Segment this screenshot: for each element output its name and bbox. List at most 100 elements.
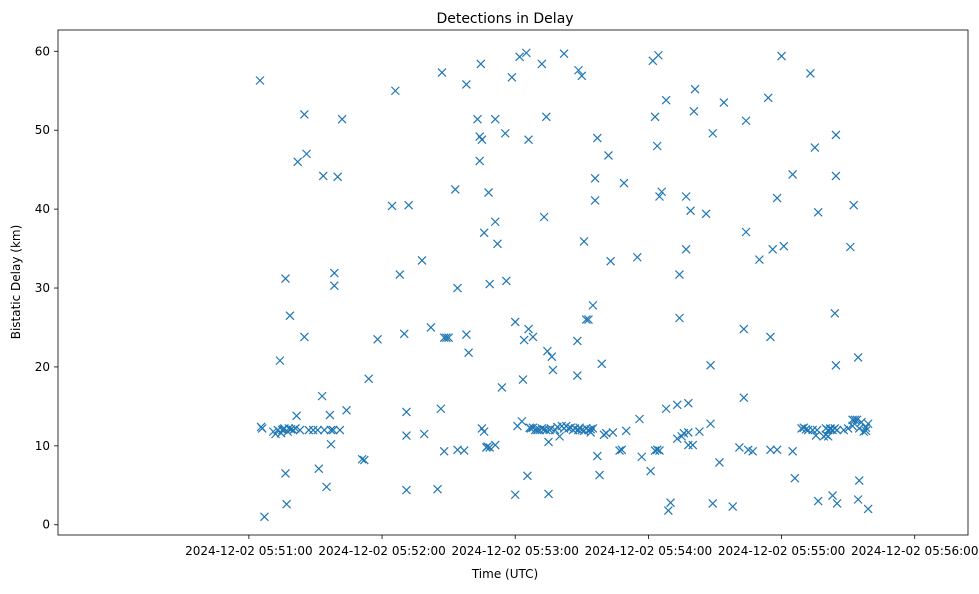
data-point-marker [857, 417, 866, 427]
data-point-marker [672, 400, 682, 410]
data-point-marker [528, 332, 538, 342]
data-point-marker [572, 371, 582, 381]
data-point-marker [295, 425, 305, 435]
data-point-marker [399, 329, 409, 339]
data-point-marker [572, 336, 582, 346]
data-point-marker [402, 407, 411, 417]
data-point-marker [810, 143, 820, 152]
data-point-marker [845, 242, 855, 252]
data-point-marker [675, 270, 684, 280]
data-point-marker [524, 324, 533, 334]
data-point-marker [663, 506, 673, 515]
data-point-marker [555, 431, 565, 441]
data-point-marker [548, 365, 558, 375]
data-point-marker [650, 112, 660, 122]
data-point-marker [333, 172, 343, 182]
data-point-marker [854, 476, 864, 485]
data-point-marker [519, 335, 529, 345]
data-point-marker [813, 496, 823, 506]
data-point-marker [325, 410, 335, 420]
data-point-marker [852, 415, 862, 425]
data-point-marker [329, 281, 339, 291]
data-point-marker [831, 171, 841, 181]
data-point-marker [863, 419, 873, 429]
data-point-marker [390, 86, 400, 96]
data-point-marker [574, 65, 583, 75]
data-point-marker [788, 169, 798, 179]
data-point-marker [373, 334, 383, 344]
data-point-marker [541, 112, 551, 122]
data-point-marker [661, 95, 671, 105]
data-point-marker [683, 398, 693, 408]
data-point-marker [292, 411, 302, 421]
data-point-marker [326, 439, 336, 449]
data-point-marker [657, 187, 667, 197]
data-point-marker [473, 114, 482, 124]
data-point-marker [790, 473, 800, 483]
data-point-marker [617, 445, 627, 455]
data-point-marker [521, 48, 531, 58]
data-point-marker [285, 311, 295, 321]
data-point-marker [402, 485, 411, 495]
data-point-marker [788, 446, 798, 456]
data-point-marker [484, 188, 494, 197]
data-point-marker [586, 424, 596, 434]
data-point-marker [518, 375, 528, 384]
data-point-marker [741, 227, 751, 237]
data-point-marker [584, 315, 593, 325]
data-point-marker [515, 52, 525, 62]
data-point-marker [524, 135, 533, 145]
data-point-marker [437, 68, 447, 78]
data-point-marker [592, 133, 602, 143]
data-point-marker [479, 427, 489, 437]
plot-frame [57, 29, 969, 536]
data-point-marker [464, 348, 474, 358]
data-point-marker [501, 276, 511, 286]
x-tick-label: 2024-12-02 05:52:00 [318, 544, 445, 558]
data-point-marker [861, 426, 871, 436]
data-point-marker [255, 76, 265, 85]
data-point-marker [739, 393, 749, 403]
y-axis-label: Bistatic Delay (km) [9, 225, 23, 340]
data-point-marker [335, 425, 345, 435]
data-point-marker [476, 59, 486, 69]
data-point-marker [768, 244, 778, 254]
data-point-marker [439, 333, 449, 343]
data-point-marker [695, 427, 704, 437]
data-series [255, 48, 873, 522]
data-point-marker [688, 440, 698, 450]
data-point-marker [483, 442, 492, 452]
data-point-marker [689, 106, 699, 116]
data-point-marker [823, 431, 833, 441]
data-point-marker [304, 425, 314, 435]
data-point-marker [281, 469, 290, 478]
data-point-marker [357, 454, 367, 464]
data-point-marker [453, 283, 462, 293]
data-point-marker [507, 72, 517, 82]
data-point-marker [588, 300, 598, 310]
data-point-marker [539, 212, 549, 222]
x-axis: 2024-12-02 05:51:00 2024-12-02 05:52:00 20… [185, 535, 978, 558]
data-point-marker [650, 446, 660, 455]
data-point-marker [772, 445, 782, 455]
data-point-marker [328, 425, 338, 435]
data-point-marker [461, 330, 471, 340]
data-point-marker [319, 425, 329, 435]
data-point-marker [497, 383, 507, 392]
data-point-marker [544, 437, 553, 447]
data-point-marker [741, 116, 751, 126]
plot-area [58, 30, 968, 535]
data-point-marker [646, 466, 656, 476]
data-point-marker [281, 274, 290, 283]
data-point-marker [500, 128, 510, 138]
data-point-marker [419, 429, 429, 439]
data-point-marker [441, 333, 451, 343]
data-point-marker [337, 114, 347, 124]
y-tick-label: 50 [35, 123, 50, 137]
x-tick-label: 2024-12-02 05:56:00 [851, 544, 978, 558]
x-tick-label: 2024-12-02 05:51:00 [185, 544, 312, 558]
data-point-marker [848, 421, 858, 431]
data-point-marker [444, 333, 454, 343]
data-point-marker [417, 255, 427, 265]
